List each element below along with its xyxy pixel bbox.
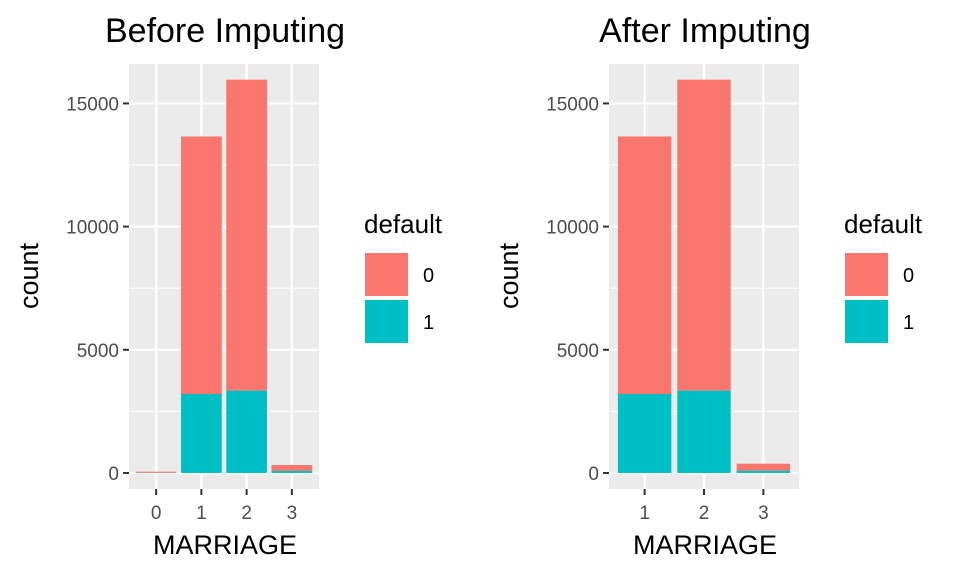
bar-default-0 (271, 465, 313, 471)
legend-key-1 (845, 300, 888, 343)
panel-before-imputing: Before Imputing 0 5000 10000 15000 0 1 2 3 MAR… (14, 12, 443, 560)
bar-default-0 (135, 471, 177, 473)
x-tick-label: 3 (287, 503, 298, 524)
y-tick-label: 0 (588, 464, 599, 485)
y-tick-label: 5000 (557, 341, 599, 362)
bar-default-0 (617, 136, 672, 394)
y-tick-label: 5000 (77, 341, 119, 362)
bar-default-0 (677, 79, 731, 391)
chart-title: After Imputing (599, 12, 811, 50)
legend-title: default (844, 209, 923, 239)
x-axis-ticks: 0 1 2 3 (151, 489, 297, 524)
x-tick-label: 1 (639, 503, 650, 524)
bar-default-1 (677, 390, 731, 473)
panel-after-imputing: After Imputing 0 5000 10000 15000 1 2 3 MARRI… (494, 12, 923, 560)
legend: default 0 1 (844, 209, 923, 343)
bar-default-0 (736, 463, 791, 471)
y-tick-label: 10000 (546, 218, 599, 239)
bar-default-0 (226, 79, 267, 391)
y-tick-label: 0 (108, 464, 119, 485)
bar-default-1 (226, 390, 267, 473)
bar-default-0 (181, 136, 222, 394)
legend-key-0 (845, 253, 888, 296)
bar-default-1 (617, 393, 672, 473)
legend-key-1 (365, 300, 408, 343)
y-axis-ticks: 0 5000 10000 15000 (546, 94, 609, 485)
legend-key-0 (365, 253, 408, 296)
chart-title: Before Imputing (105, 12, 345, 50)
bars (135, 79, 313, 473)
y-axis-title: count (14, 242, 44, 309)
bar-default-1 (181, 393, 222, 473)
x-tick-label: 2 (699, 503, 710, 524)
legend: default 0 1 (364, 209, 443, 343)
y-axis-ticks: 0 5000 10000 15000 (66, 94, 129, 485)
bar-default-1 (736, 470, 791, 473)
x-tick-label: 2 (241, 503, 252, 524)
x-tick-label: 3 (758, 503, 769, 524)
y-tick-label: 10000 (66, 218, 119, 239)
legend-label-0: 0 (903, 265, 914, 287)
x-tick-label: 0 (151, 503, 162, 524)
y-axis-title: count (494, 242, 524, 309)
legend-title: default (364, 209, 443, 239)
y-tick-label: 15000 (546, 94, 599, 115)
legend-label-0: 0 (423, 265, 434, 287)
legend-label-1: 1 (903, 312, 914, 334)
plot-background (129, 64, 319, 489)
x-tick-label: 1 (196, 503, 207, 524)
bar-default-1 (271, 470, 313, 473)
x-axis-ticks: 1 2 3 (639, 489, 769, 524)
x-axis-title: MARRIAGE (153, 530, 297, 560)
legend-label-1: 1 (423, 312, 434, 334)
bars (617, 79, 791, 473)
y-tick-label: 15000 (66, 94, 119, 115)
x-axis-title: MARRIAGE (633, 530, 777, 560)
